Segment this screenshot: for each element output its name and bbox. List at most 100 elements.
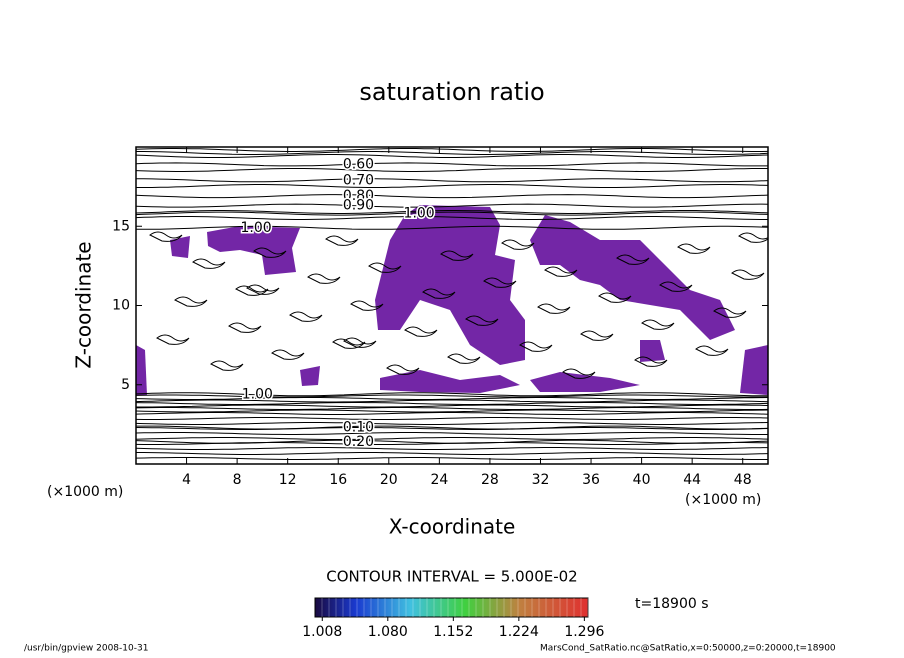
isoline: [713, 307, 747, 318]
contour-line: [136, 425, 768, 430]
isoline: [368, 262, 402, 273]
isoline: [174, 296, 208, 307]
region: [300, 366, 320, 386]
isoline: [350, 300, 384, 311]
isoline: [149, 231, 183, 242]
colorbar-label: 1.008: [302, 624, 342, 640]
colorbar: [314, 597, 589, 618]
isoline: [136, 148, 768, 152]
x-tick-label: 48: [734, 472, 752, 488]
contour-line: [136, 162, 768, 167]
isoline: [731, 269, 765, 280]
region: [170, 236, 190, 258]
isoline: [136, 447, 768, 450]
y-tick-label: 15: [112, 218, 130, 234]
x-tick-label: 32: [532, 472, 550, 488]
contour-label: 0.70: [343, 172, 374, 188]
contour-line: [136, 211, 768, 216]
region: [136, 345, 147, 395]
colorbar-label: 1.224: [499, 624, 539, 640]
isoline: [634, 356, 668, 367]
x-tick-label: 20: [380, 472, 398, 488]
contour-field: [136, 148, 768, 460]
x-tick-label: 36: [582, 472, 600, 488]
isoline: [677, 243, 711, 254]
isoline: [271, 349, 305, 360]
chart-title: saturation ratio: [359, 78, 544, 106]
region: [207, 226, 300, 275]
isoline: [440, 250, 474, 261]
contour-label: 1.00: [404, 206, 435, 222]
contour-label: 0.10: [343, 420, 374, 436]
isoline: [325, 235, 359, 246]
colorbar-label: 1.152: [433, 624, 473, 640]
contour-label: 0.20: [343, 434, 374, 450]
isoline: [136, 452, 768, 455]
isoline: [136, 399, 768, 403]
contour-line: [136, 194, 768, 199]
isoline: [136, 394, 768, 398]
region: [530, 372, 640, 392]
isoline: [519, 341, 553, 352]
isoline: [136, 407, 768, 410]
isoline: [501, 239, 535, 250]
isoline: [136, 437, 768, 440]
isoline: [253, 247, 287, 258]
x-tick-label: 12: [279, 472, 297, 488]
isoline: [659, 281, 693, 292]
isoline: [404, 326, 438, 337]
isoline: [136, 168, 768, 172]
isoline: [386, 364, 420, 375]
isoline: [695, 345, 729, 356]
isoline: [210, 360, 244, 371]
isoline: [136, 432, 768, 435]
isoline: [235, 285, 269, 296]
isoline: [580, 330, 614, 341]
isoline: [483, 277, 517, 288]
region: [640, 340, 665, 362]
contour-label: 1.00: [240, 220, 271, 236]
x-tick-label: 4: [182, 472, 191, 488]
isoline: [192, 258, 226, 269]
isoline: [136, 457, 768, 460]
isoline: [228, 322, 262, 333]
contour-line: [136, 439, 768, 444]
region: [530, 215, 735, 340]
contour-line: [136, 392, 768, 397]
contour-line: [136, 225, 768, 230]
colorbar-label: 1.080: [368, 624, 408, 640]
colorbar-label: 1.296: [564, 624, 604, 640]
y-tick-label: 5: [121, 377, 130, 393]
isoline: [156, 334, 190, 345]
x-tick-label: 16: [329, 472, 347, 488]
isoline: [544, 266, 578, 277]
x-unit: (×1000 m): [685, 492, 761, 508]
y-tick-label: 10: [112, 298, 130, 314]
isoline: [738, 232, 768, 243]
isoline: [136, 210, 768, 214]
isoline: [136, 427, 768, 430]
x-tick-label: 8: [233, 472, 242, 488]
isoline: [136, 154, 768, 158]
isoline: [136, 397, 768, 400]
isoline: [136, 404, 768, 408]
contour-interval: CONTOUR INTERVAL = 5.000E-02: [326, 568, 577, 586]
x-tick-label: 40: [633, 472, 651, 488]
isoline: [465, 315, 499, 326]
contour-label: 0.90: [343, 198, 374, 214]
isoline: [136, 422, 768, 425]
isoline: [307, 273, 341, 284]
x-tick-label: 28: [481, 472, 499, 488]
contour-line: [136, 178, 768, 183]
isoline: [136, 417, 768, 420]
x-axis-label: X-coordinate: [389, 515, 516, 539]
contour-lines: [136, 148, 768, 460]
time-label: t=18900 s: [635, 596, 709, 612]
contour-label: 1.00: [242, 386, 273, 402]
isoline: [537, 303, 571, 314]
isoline: [422, 288, 456, 299]
y-axis-label: Z-coordinate: [72, 241, 96, 368]
isoline: [136, 412, 768, 415]
contour-label: 0.80: [343, 188, 374, 204]
